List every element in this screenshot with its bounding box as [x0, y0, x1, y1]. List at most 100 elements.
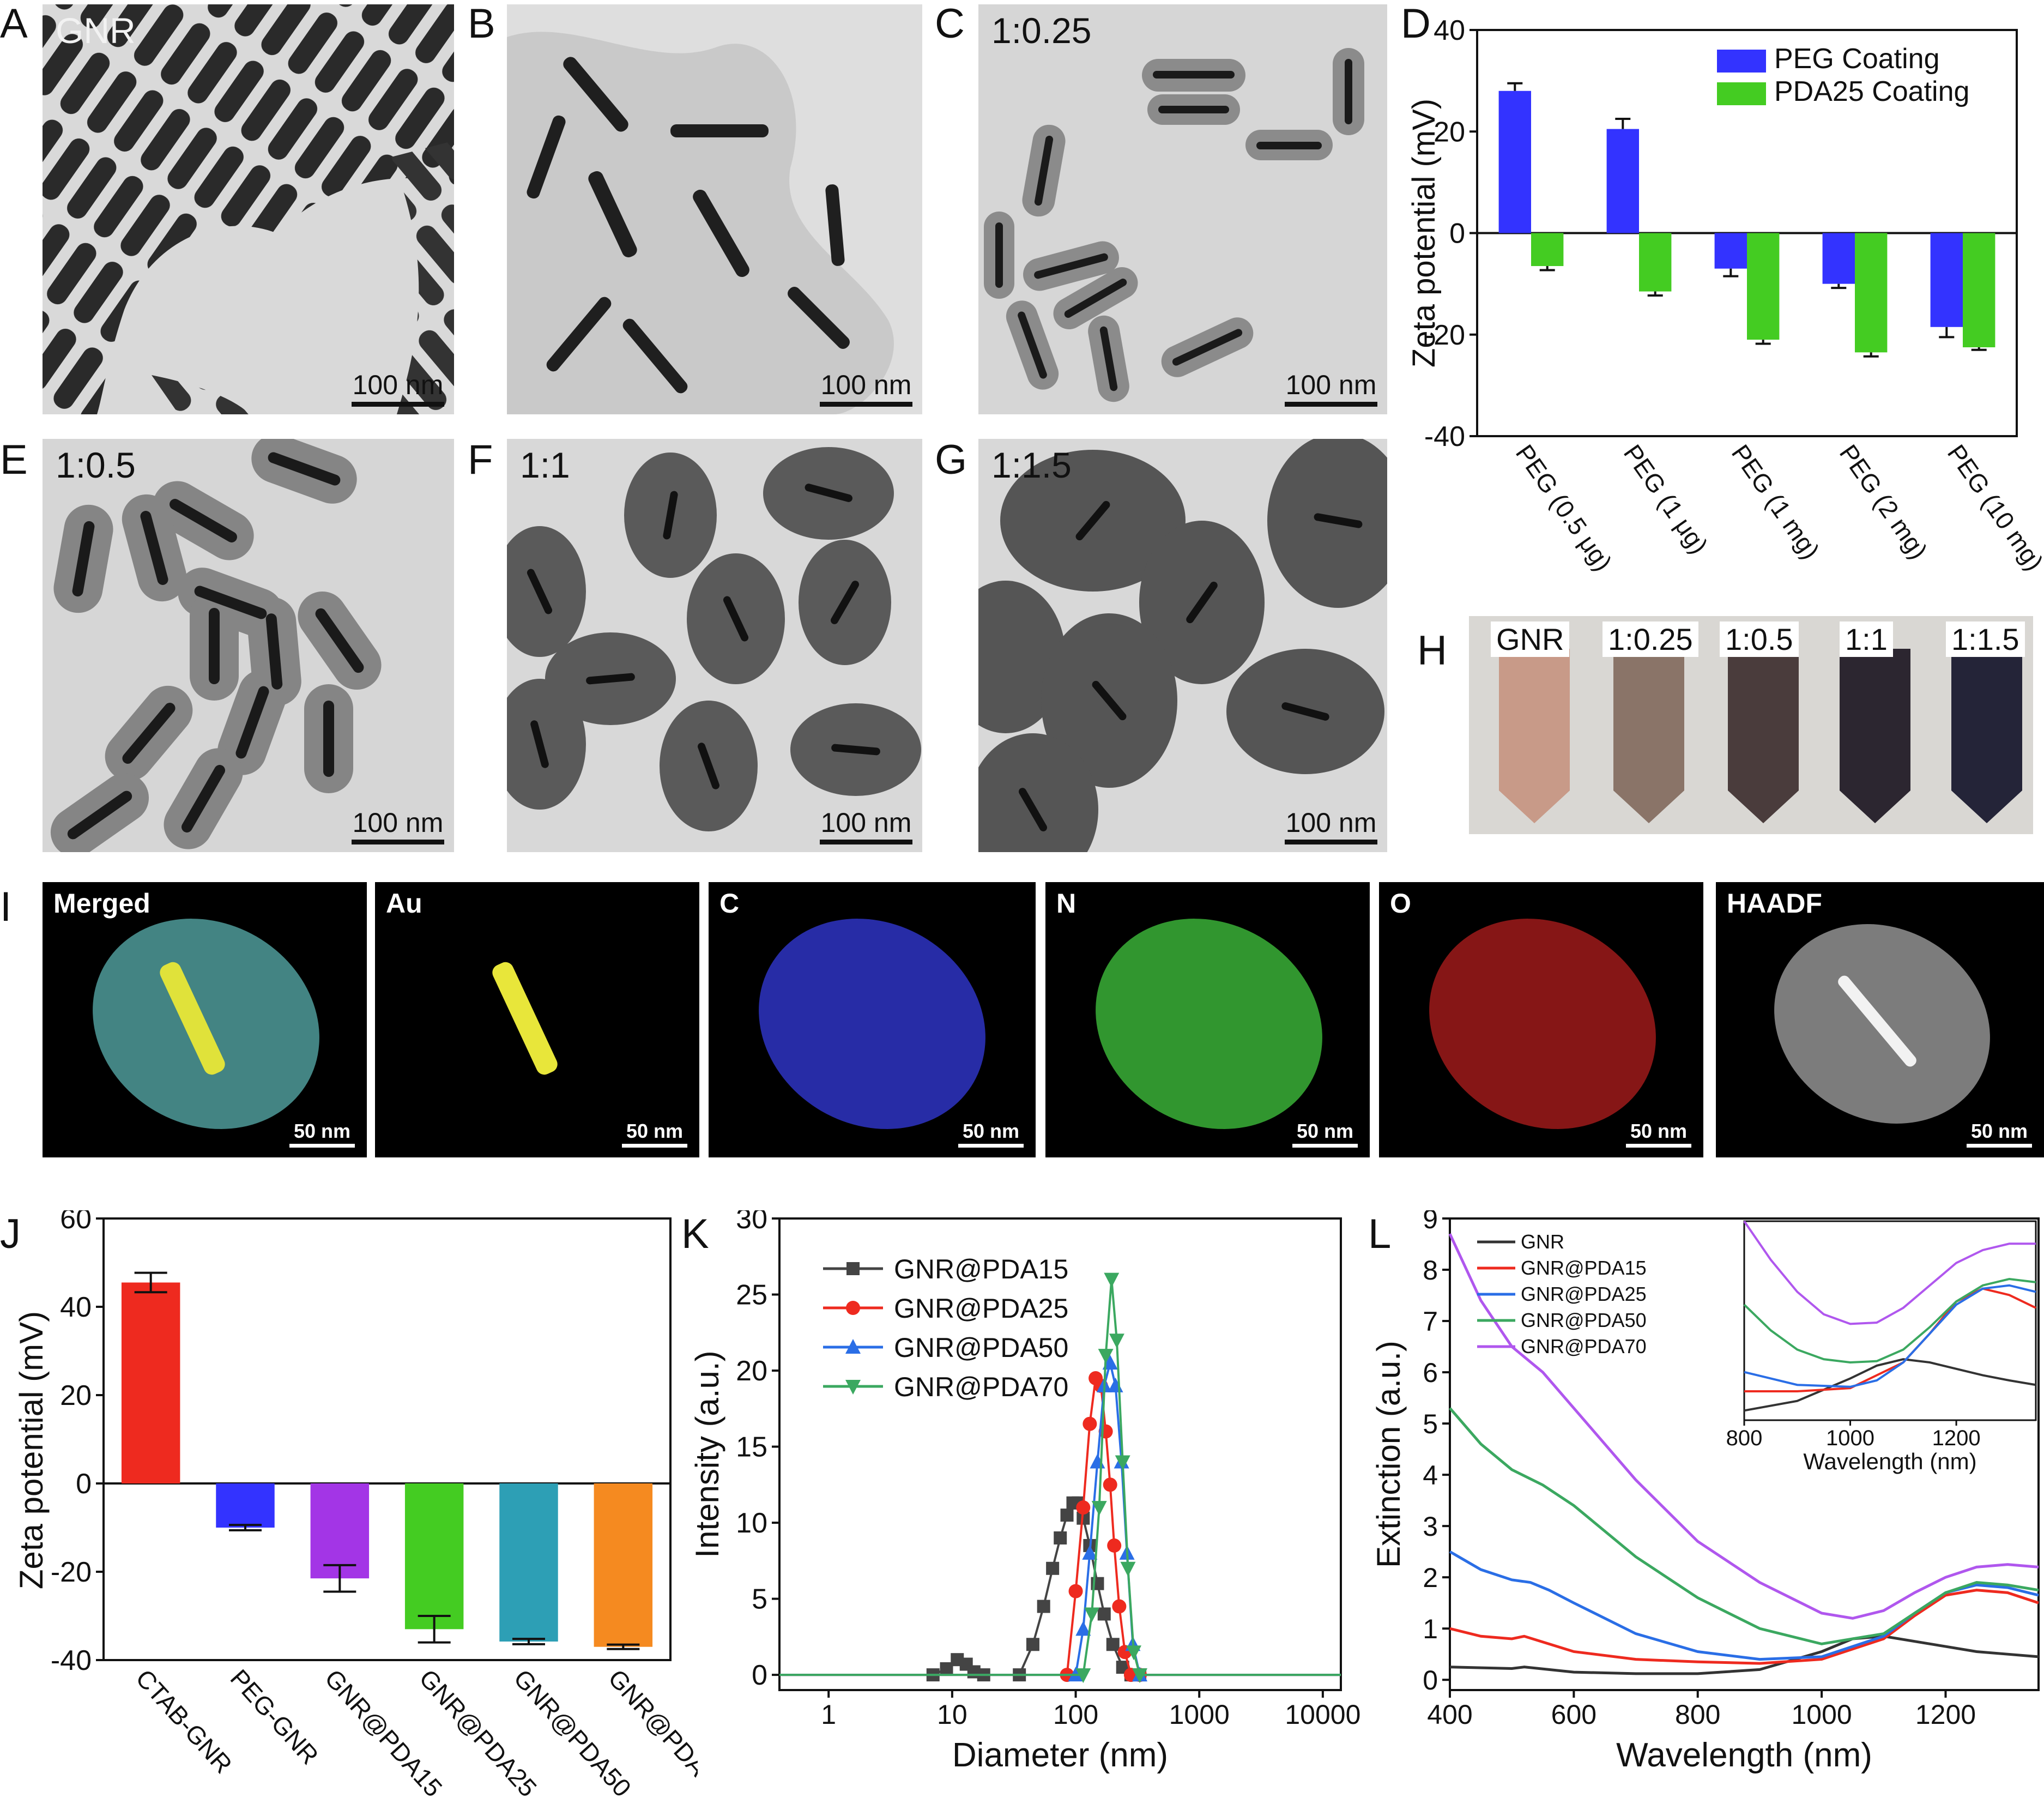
y-tick-label: 9: [1423, 1210, 1438, 1234]
n-map: [1096, 919, 1322, 1129]
y-tick-label: 3: [1423, 1511, 1438, 1542]
medium-shell-nanorods: [50, 439, 382, 852]
panel-letter-g: G: [935, 437, 967, 483]
x-tick-label: 1000: [1169, 1699, 1230, 1730]
c-map: [759, 919, 985, 1129]
scale-bar: 100 nm: [1285, 807, 1377, 844]
y-tick-label: 20: [1434, 116, 1465, 148]
scale-bar: 100 nm: [352, 369, 444, 407]
bar: [1531, 233, 1564, 267]
x-tick-label: 10: [937, 1699, 967, 1730]
legend-label: GNR@PDA15: [894, 1254, 1068, 1284]
panel-letter-d: D: [1401, 1, 1431, 47]
data-point: [1076, 1500, 1091, 1515]
thickest-shell-nanorods: [978, 439, 1387, 852]
y-tick-label: -20: [51, 1556, 92, 1588]
legend-label: GNR@PDA70: [894, 1372, 1068, 1402]
panel-letter-b: B: [468, 1, 495, 47]
inset-series-line: [1744, 1284, 2036, 1388]
bar: [121, 1282, 180, 1483]
y-tick-label: 7: [1423, 1306, 1438, 1337]
x-tick-label: PEG (1 mg): [1726, 439, 1825, 564]
data-point: [1037, 1600, 1050, 1613]
legend-label: GNR@PDA15: [1521, 1257, 1647, 1279]
legend-label: GNR@PDA25: [894, 1293, 1068, 1324]
gold-nanorods-dense: [43, 4, 454, 414]
data-point: [1107, 1538, 1122, 1553]
tem-image-1-0.25: 1:0.25 100 nm: [978, 4, 1387, 414]
eds-label: Au: [386, 888, 422, 919]
bar: [1822, 233, 1855, 284]
merged-map: [93, 919, 319, 1129]
vials-drawing: [1499, 649, 2022, 823]
vial-label: 1:1.5: [1946, 622, 2025, 657]
o-map: [1429, 919, 1656, 1129]
bar: [1747, 233, 1780, 340]
y-tick-label: 5: [1423, 1409, 1438, 1439]
bar: [1930, 233, 1963, 327]
y-tick-label: 0: [1449, 218, 1465, 250]
y-axis-label: Zeta potential (mV): [1406, 99, 1442, 367]
tem-label-ratio: 1:1.5: [991, 445, 1072, 485]
panel-letter-f: F: [468, 437, 493, 483]
y-tick-label: 25: [736, 1280, 767, 1311]
y-tick-label: 4: [1423, 1460, 1438, 1491]
data-point: [1046, 1561, 1060, 1575]
plot-frame: [102, 1217, 672, 1661]
tem-label-gnr: GNR: [56, 10, 136, 51]
eds-map-au: Au 50 nm: [375, 882, 699, 1157]
y-tick-label: 20: [60, 1380, 92, 1411]
series-line: [1449, 1550, 2039, 1661]
series-line: [779, 1362, 1341, 1676]
data-point: [1084, 1607, 1100, 1622]
series-line: [1449, 1589, 2039, 1665]
series-line: [1449, 1634, 2039, 1675]
eds-map-haadf: HAADF 50 nm: [1716, 882, 2044, 1157]
data-point: [1109, 1334, 1124, 1349]
series-line: [1448, 1233, 2039, 1620]
chart-j-zeta-series: 60 40 20 0 -20 -40 Zeta potential (mV) CTAB-GNR…: [13, 1210, 698, 1802]
plot-frame: [778, 1217, 1342, 1691]
eds-map-n: N 50 nm: [1045, 882, 1370, 1157]
legend-label: GNR@PDA25: [1521, 1283, 1647, 1305]
y-tick-label: 0: [1423, 1665, 1438, 1696]
eds-label: HAADF: [1727, 888, 1822, 919]
eds-map-merged: Merged 50 nm: [43, 882, 367, 1157]
inset-frame: [1743, 1220, 2037, 1421]
y-axis-label: Intensity (a.u.): [689, 1350, 725, 1558]
x-tick-label: 800: [1675, 1699, 1720, 1730]
legend-label: GNR@PDA70: [1521, 1335, 1647, 1358]
eds-label: O: [1390, 888, 1411, 919]
y-tick-label: 0: [752, 1660, 767, 1691]
au-map: [492, 962, 558, 1075]
bar: [1714, 233, 1747, 269]
data-point: [1108, 1377, 1123, 1392]
scale-bar: 100 nm: [820, 807, 912, 844]
data-point: [1054, 1531, 1067, 1544]
inset-x-tick-label: 800: [1726, 1426, 1763, 1450]
series-line: [1449, 1407, 2039, 1645]
coated-nanorods-irregular: [507, 32, 894, 414]
y-tick-label: -20: [1424, 319, 1465, 351]
data-point: [846, 1262, 860, 1275]
x-tick-label: 100: [1053, 1699, 1098, 1730]
bar: [216, 1483, 275, 1528]
data-point: [1112, 1599, 1127, 1614]
series-line: [779, 1375, 1341, 1676]
legend-label: PEG Coating: [1774, 43, 1940, 75]
x-tick-label: PEG (2 mg): [1834, 439, 1933, 564]
bar: [310, 1483, 370, 1579]
legend-label: GNR@PDA50: [894, 1332, 1068, 1363]
tem-label-ratio: 1:0.25: [991, 10, 1092, 51]
vial-label: 1:1: [1840, 622, 1893, 657]
bar: [1606, 129, 1639, 233]
eds-map-o: O 50 nm: [1379, 882, 1703, 1157]
inset-x-tick-label: 1200: [1932, 1426, 1981, 1450]
data-point: [1115, 1455, 1130, 1470]
panel-letter-k: K: [681, 1211, 709, 1257]
x-tick-label: CTAB-GNR: [130, 1664, 238, 1779]
tem-image-1-1: 1:1 100 nm: [507, 439, 922, 852]
data-point: [1082, 1544, 1098, 1560]
data-point: [1075, 1668, 1091, 1684]
bar: [594, 1483, 653, 1647]
